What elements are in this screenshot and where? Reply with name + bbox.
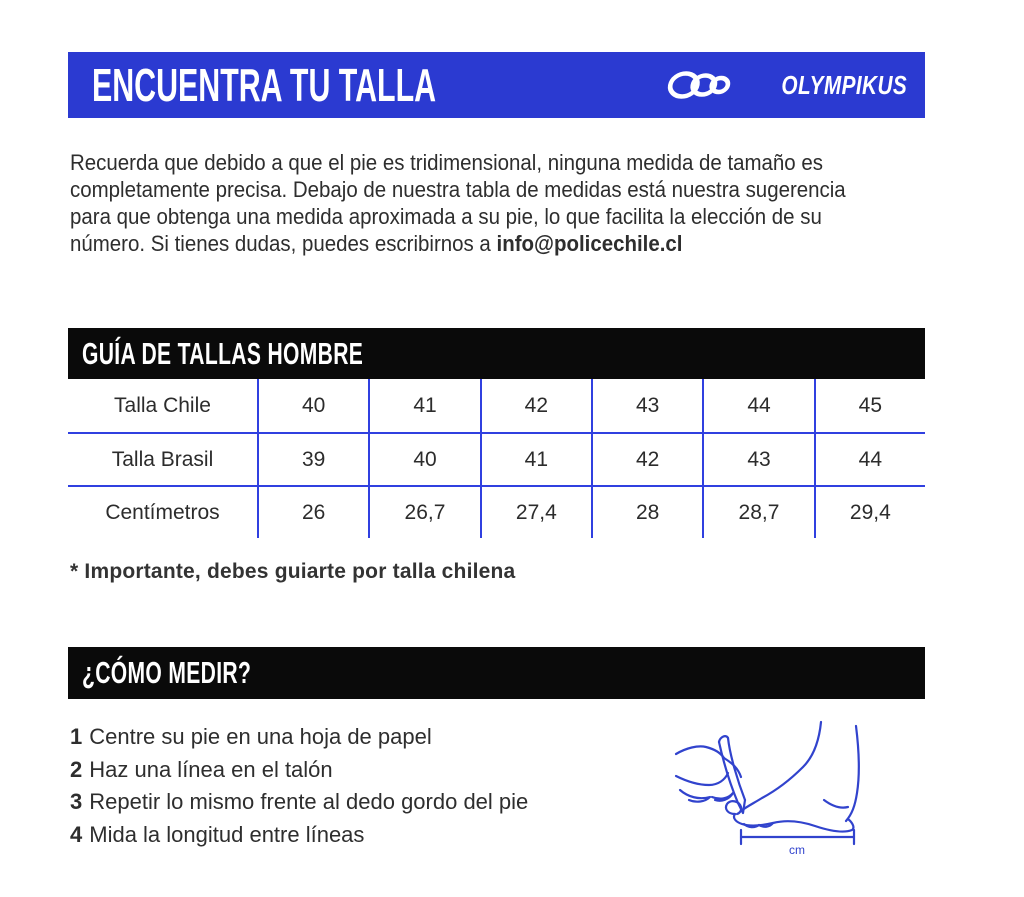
important-note: * Importante, debes guiarte por talla ch… — [70, 560, 516, 583]
table-cell: 27,4 — [479, 485, 591, 538]
list-item: 3 Repetir lo mismo frente al dedo gordo d… — [70, 786, 528, 819]
header-bar: ENCUENTRA TU TALLA OLYMPIKUS — [68, 52, 925, 118]
list-item: 1 Centre su pie en una hoja de papel — [70, 721, 528, 754]
row-label: Talla Brasil — [68, 432, 257, 485]
table-cell: 43 — [591, 379, 702, 432]
table-cell: 45 — [813, 379, 925, 432]
table-row-talla-brasil: Talla Brasil 39 40 41 42 43 44 — [68, 432, 925, 485]
step-text: Haz una línea en el talón — [89, 756, 333, 782]
intro-line: completamente precisa. Debajo de nuestra… — [70, 177, 846, 202]
table-cell: 29,4 — [813, 485, 925, 538]
measure-steps-list: 1 Centre su pie en una hoja de papel 2 Haz… — [70, 721, 528, 851]
table-cell: 41 — [479, 432, 591, 485]
step-number: 2 — [70, 756, 83, 782]
step-text: Repetir lo mismo frente al dedo gordo de… — [89, 789, 529, 814]
table-cell: 44 — [702, 379, 813, 432]
row-label: Talla Chile — [114, 393, 211, 417]
list-item: 2 Haz una línea en el talón — [70, 754, 528, 787]
step-number: 4 — [70, 821, 83, 847]
intro-paragraph: Recuerda que debido a que el pie es trid… — [70, 149, 944, 257]
table-cell: 39 — [257, 432, 369, 485]
step-number: 1 — [70, 724, 83, 749]
table-cell: 26,7 — [368, 485, 480, 538]
table-cell: 40 — [257, 379, 368, 432]
step-text: Centre su pie en una hoja de papel — [89, 724, 432, 749]
row-label: Centímetros — [68, 485, 257, 538]
table-cell: 28,7 — [702, 485, 814, 538]
intro-line: Recuerda que debido a que el pie es trid… — [70, 150, 823, 175]
list-item: 4 Mida la longitud entre líneas — [70, 819, 528, 852]
table-cell: 42 — [479, 379, 591, 432]
foot-measuring-illustration: cm — [674, 720, 860, 857]
step-text: Mida la longitud entre líneas — [89, 821, 365, 847]
contact-email: info@policechile.cl — [496, 231, 683, 256]
size-guide-header-bar: GUÍA DE TALLAS HOMBRE — [68, 328, 925, 379]
table-row-talla-chile: Talla Chile 40 41 42 43 44 45 — [68, 379, 925, 432]
table-cell: 28 — [591, 485, 703, 538]
size-table: Talla Chile 40 41 42 43 44 45 Talla Bras… — [68, 379, 925, 538]
size-guide-title: GUÍA DE TALLAS HOMBRE — [82, 335, 364, 371]
how-to-measure-header-bar: ¿CÓMO MEDIR? — [68, 647, 925, 699]
intro-line: número. Si tienes dudas, puedes escribir… — [70, 230, 944, 257]
intro-line: para que obtenga una medida aproximada a… — [70, 204, 822, 229]
page-title: ENCUENTRA TU TALLA — [92, 59, 437, 111]
cm-label: cm — [789, 843, 805, 857]
intro-line-text: número. Si tienes dudas, puedes escribir… — [70, 231, 497, 256]
brand-name: OLYMPIKUS — [781, 69, 907, 100]
how-to-measure-title: ¿CÓMO MEDIR? — [82, 655, 252, 690]
table-cell: 41 — [368, 379, 479, 432]
olympikus-rings-icon — [667, 71, 731, 99]
table-cell: 40 — [368, 432, 480, 485]
table-cell: 42 — [591, 432, 703, 485]
table-cell: 26 — [257, 485, 369, 538]
table-cell: 43 — [702, 432, 814, 485]
step-number: 3 — [70, 789, 83, 814]
brand-logo: OLYMPIKUS — [666, 52, 907, 118]
table-cell: 44 — [813, 432, 925, 485]
table-row-centimetros: Centímetros 26 26,7 27,4 28 28,7 29,4 — [68, 485, 925, 538]
